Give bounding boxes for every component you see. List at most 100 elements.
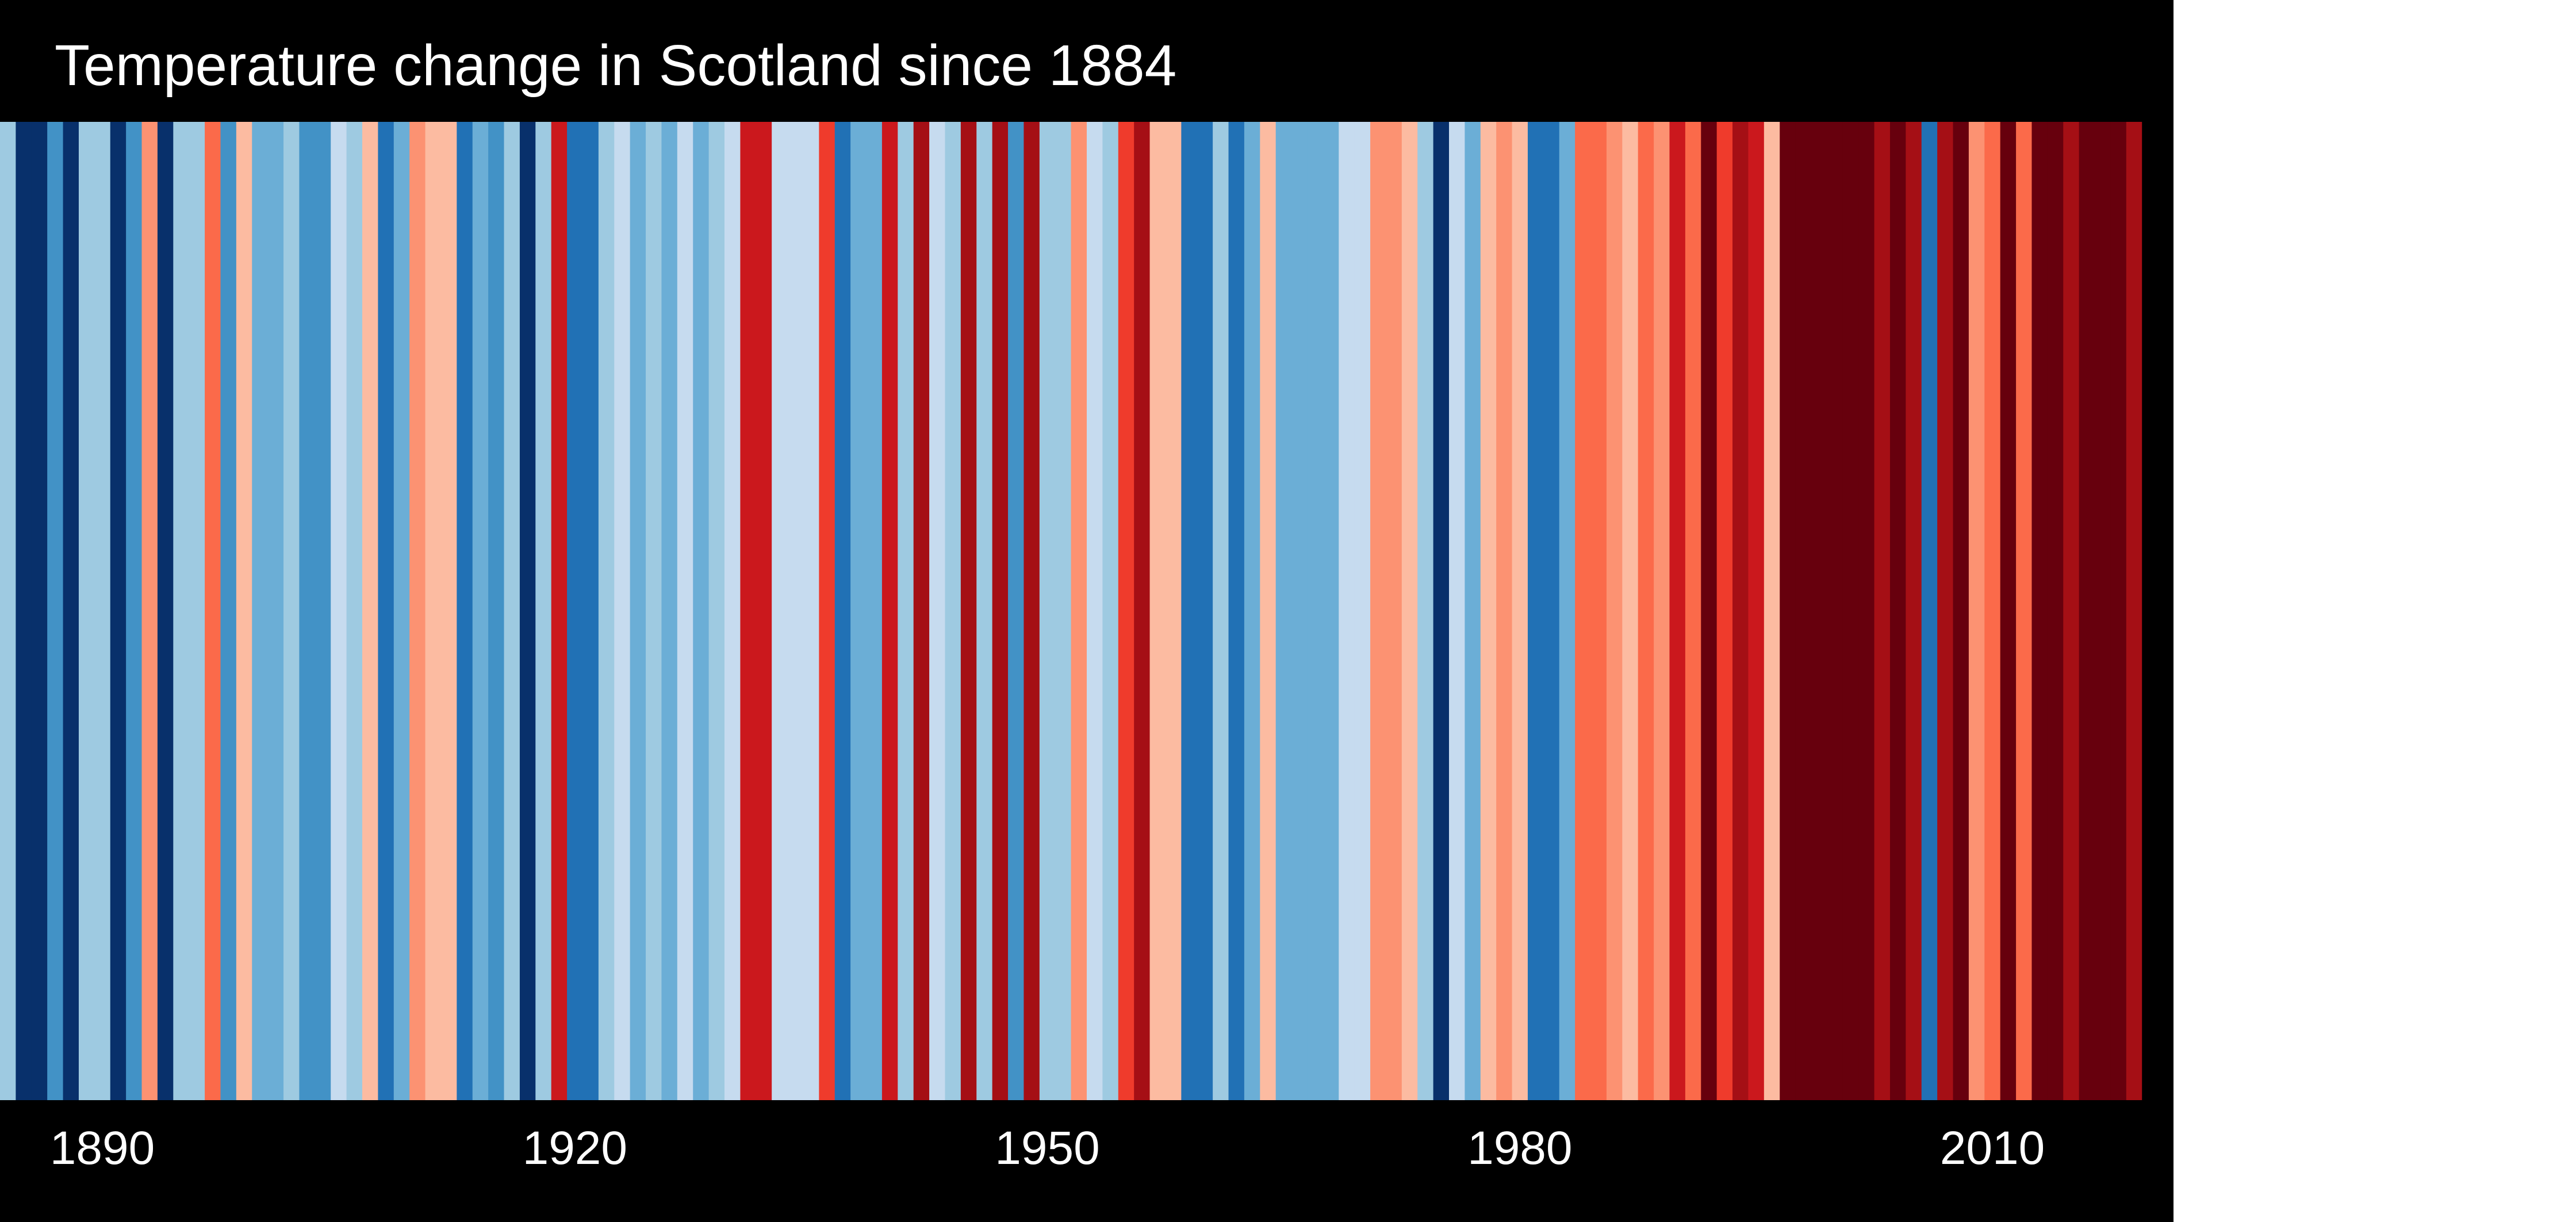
stripe-2011: [2000, 122, 2017, 1100]
stripe-1991: [1685, 122, 1701, 1100]
stripe-1974: [1417, 122, 1434, 1100]
x-tick-label-2010: 2010: [1939, 1122, 2045, 1174]
stripe-1937: [834, 122, 851, 1100]
chart-title: Temperature change in Scotland since 188…: [55, 33, 1177, 98]
stripe-1896: [189, 122, 205, 1100]
stripe-1902: [283, 122, 300, 1100]
stripe-1953: [1087, 122, 1103, 1100]
stripe-2018: [2110, 122, 2127, 1100]
x-tick-label-1920: 1920: [522, 1122, 628, 1174]
stripe-1917: [519, 122, 536, 1100]
stripe-2017: [2095, 122, 2111, 1100]
stripe-1966: [1291, 122, 1308, 1100]
stripe-2021: [2157, 122, 2174, 1100]
stripe-1954: [1102, 122, 1119, 1100]
stripe-1963: [1244, 122, 1260, 1100]
stripe-1903: [299, 122, 316, 1100]
stripe-1973: [1401, 122, 1418, 1100]
stripe-1965: [1275, 122, 1292, 1100]
stripe-1981: [1527, 122, 1544, 1100]
stripe-1970: [1354, 122, 1371, 1100]
stripe-1987: [1622, 122, 1639, 1100]
stripe-1887: [47, 122, 64, 1100]
stripe-2020: [2142, 122, 2159, 1100]
stripe-1950: [1039, 122, 1056, 1100]
stripe-2009: [1968, 122, 1985, 1100]
stripe-1929: [708, 122, 725, 1100]
x-tick-label-1950: 1950: [995, 1122, 1100, 1174]
stripe-1967: [1307, 122, 1324, 1100]
stripe-1984: [1575, 122, 1592, 1100]
stripe-1951: [1055, 122, 1072, 1100]
stripe-1932: [756, 122, 772, 1100]
stripe-1884: [0, 122, 16, 1100]
stripe-1898: [220, 122, 237, 1100]
stripe-1920: [567, 122, 584, 1100]
stripe-1931: [740, 122, 757, 1100]
stripe-1971: [1370, 122, 1387, 1100]
stripe-1927: [677, 122, 693, 1100]
stripe-1916: [504, 122, 520, 1100]
stripe-1911: [425, 122, 442, 1100]
stripe-1956: [1134, 122, 1151, 1100]
stripe-1899: [236, 122, 252, 1100]
stripe-1986: [1606, 122, 1623, 1100]
stripe-1894: [157, 122, 174, 1100]
stripe-1904: [315, 122, 331, 1100]
stripe-1994: [1732, 122, 1749, 1100]
stripe-2013: [2031, 122, 2048, 1100]
stripe-1975: [1433, 122, 1450, 1100]
stripe-1897: [205, 122, 221, 1100]
stripe-1906: [346, 122, 363, 1100]
stripe-1964: [1260, 122, 1276, 1100]
stripe-1944: [945, 122, 961, 1100]
stripe-1926: [661, 122, 678, 1100]
stripe-1942: [913, 122, 930, 1100]
stripe-1913: [457, 122, 473, 1100]
stripe-1907: [362, 122, 378, 1100]
stripe-1988: [1638, 122, 1654, 1100]
stripe-1980: [1512, 122, 1528, 1100]
stripe-1998: [1795, 122, 1812, 1100]
stripe-1985: [1590, 122, 1607, 1100]
stripe-1955: [1118, 122, 1134, 1100]
stripe-1886: [31, 122, 48, 1100]
stripe-2010: [1984, 122, 2001, 1100]
stripe-1891: [110, 122, 126, 1100]
stripe-1918: [535, 122, 552, 1100]
stripe-1959: [1181, 122, 1198, 1100]
stripe-1895: [173, 122, 190, 1100]
stripe-1921: [582, 122, 599, 1100]
stripe-1999: [1811, 122, 1827, 1100]
stripe-1995: [1748, 122, 1765, 1100]
stripe-1996: [1764, 122, 1780, 1100]
stripe-1961: [1213, 122, 1229, 1100]
stripe-1990: [1669, 122, 1686, 1100]
stripe-2012: [2016, 122, 2033, 1100]
stripe-1935: [803, 122, 819, 1100]
stripe-1908: [378, 122, 394, 1100]
stripe-1993: [1716, 122, 1733, 1100]
stripe-1977: [1465, 122, 1481, 1100]
stripe-2019: [2126, 122, 2142, 1100]
stripe-1922: [598, 122, 615, 1100]
stripe-1938: [850, 122, 867, 1100]
stripe-1947: [992, 122, 1009, 1100]
stripe-1943: [929, 122, 946, 1100]
stripe-2002: [1858, 122, 1875, 1100]
stripe-1905: [331, 122, 347, 1100]
stripe-1901: [267, 122, 284, 1100]
stripe-1893: [141, 122, 158, 1100]
stripe-1925: [646, 122, 662, 1100]
stripe-1958: [1165, 122, 1182, 1100]
stripe-2016: [2079, 122, 2095, 1100]
stripe-2001: [1842, 122, 1859, 1100]
stripe-1982: [1543, 122, 1560, 1100]
stripe-2005: [1906, 122, 1922, 1100]
stripe-1949: [1023, 122, 1040, 1100]
stripe-1914: [472, 122, 489, 1100]
stripe-1940: [881, 122, 898, 1100]
stripe-1923: [614, 122, 631, 1100]
stripe-2015: [2063, 122, 2080, 1100]
stripe-2003: [1874, 122, 1891, 1100]
